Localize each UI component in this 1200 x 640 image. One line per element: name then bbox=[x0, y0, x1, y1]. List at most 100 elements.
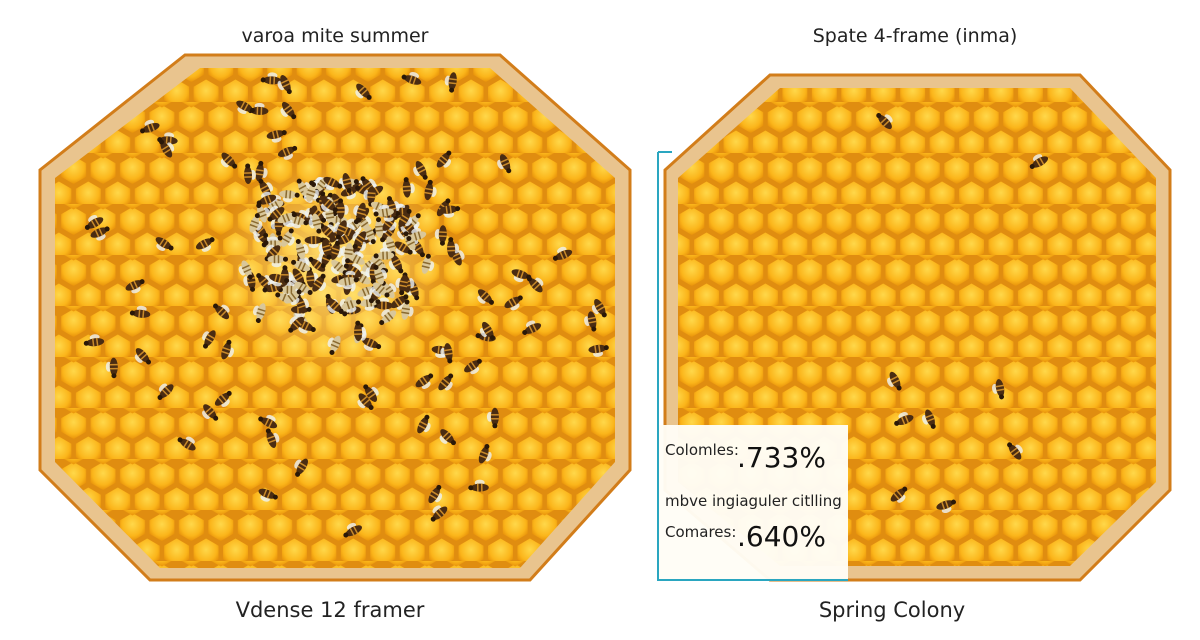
bee bbox=[318, 239, 332, 260]
bee bbox=[355, 83, 372, 100]
bee bbox=[280, 101, 297, 120]
bee bbox=[357, 393, 374, 410]
bee bbox=[588, 344, 609, 357]
bee bbox=[319, 223, 336, 239]
bee bbox=[1007, 442, 1023, 460]
bee bbox=[243, 163, 257, 184]
bee bbox=[379, 309, 397, 326]
bee bbox=[362, 337, 382, 351]
bee bbox=[140, 119, 160, 134]
bee bbox=[264, 244, 281, 262]
bee bbox=[436, 150, 452, 168]
bee bbox=[281, 228, 295, 247]
bee bbox=[372, 282, 390, 298]
bee bbox=[390, 294, 409, 310]
bee bbox=[428, 484, 443, 504]
bee bbox=[341, 299, 362, 313]
bee bbox=[552, 246, 573, 261]
bee bbox=[504, 295, 523, 311]
bee bbox=[294, 458, 308, 477]
bee bbox=[352, 231, 367, 249]
bee bbox=[336, 198, 349, 219]
bee bbox=[157, 383, 174, 400]
bee bbox=[202, 404, 219, 421]
panel-caption: Vdense 12 framer bbox=[236, 598, 425, 622]
bee bbox=[177, 436, 196, 451]
bee bbox=[155, 237, 174, 252]
bee bbox=[430, 505, 448, 522]
bee bbox=[522, 320, 542, 335]
bee bbox=[421, 253, 435, 274]
bee bbox=[258, 414, 278, 429]
bee bbox=[398, 208, 413, 227]
panel-title: varoa mite summer bbox=[241, 25, 428, 47]
bee bbox=[415, 373, 434, 389]
bee bbox=[936, 499, 957, 513]
bee bbox=[134, 348, 152, 365]
bee bbox=[269, 273, 290, 287]
bee bbox=[440, 343, 453, 364]
bee bbox=[388, 254, 404, 274]
bee bbox=[424, 179, 437, 201]
bee bbox=[394, 241, 413, 256]
bee bbox=[247, 102, 269, 115]
bee bbox=[479, 321, 495, 341]
bee bbox=[277, 212, 297, 226]
left-frame bbox=[38, 53, 632, 582]
bee bbox=[306, 181, 319, 202]
bee bbox=[991, 379, 1005, 400]
bee bbox=[308, 213, 322, 234]
bee bbox=[90, 226, 110, 241]
bee bbox=[159, 139, 175, 158]
bee bbox=[887, 371, 902, 391]
bee bbox=[256, 191, 277, 206]
bee bbox=[373, 247, 395, 260]
info-label: Colomles: bbox=[665, 441, 739, 459]
bee bbox=[105, 357, 118, 379]
info-label: Comares: bbox=[665, 523, 736, 541]
bee bbox=[346, 251, 365, 265]
info-label: mbve ingiaguler citlling bbox=[665, 492, 842, 510]
bee bbox=[277, 145, 298, 160]
bee bbox=[373, 204, 394, 217]
bee bbox=[284, 289, 302, 306]
bee bbox=[444, 72, 458, 93]
bee bbox=[406, 227, 427, 241]
bee bbox=[439, 205, 461, 218]
bee bbox=[447, 237, 460, 258]
bee bbox=[277, 75, 292, 95]
bee bbox=[526, 276, 544, 293]
bee bbox=[304, 236, 326, 249]
bee bbox=[84, 214, 104, 230]
bee bbox=[438, 373, 454, 391]
bee bbox=[323, 176, 343, 191]
bee bbox=[252, 303, 266, 324]
bee bbox=[401, 72, 422, 85]
bee bbox=[83, 334, 105, 347]
bee bbox=[340, 242, 354, 264]
bee bbox=[267, 255, 288, 268]
bee bbox=[214, 390, 232, 407]
bee-scatter bbox=[876, 113, 1049, 513]
panel-title: Spate 4-frame (inma) bbox=[813, 25, 1018, 47]
bee bbox=[221, 339, 234, 360]
bee bbox=[439, 429, 456, 446]
bee bbox=[265, 428, 280, 448]
bee bbox=[468, 479, 489, 492]
bee bbox=[238, 260, 253, 280]
bee bbox=[256, 203, 270, 223]
bee bbox=[125, 279, 145, 294]
bee bbox=[478, 443, 492, 464]
info-value: .640% bbox=[737, 520, 826, 553]
bee bbox=[220, 152, 238, 169]
bee bbox=[255, 160, 268, 182]
bee bbox=[922, 409, 936, 429]
bee bbox=[464, 358, 482, 375]
bee bbox=[890, 486, 908, 503]
bee bbox=[333, 220, 347, 240]
bee bbox=[267, 205, 285, 222]
bee bbox=[591, 299, 607, 318]
bee bbox=[584, 311, 597, 332]
